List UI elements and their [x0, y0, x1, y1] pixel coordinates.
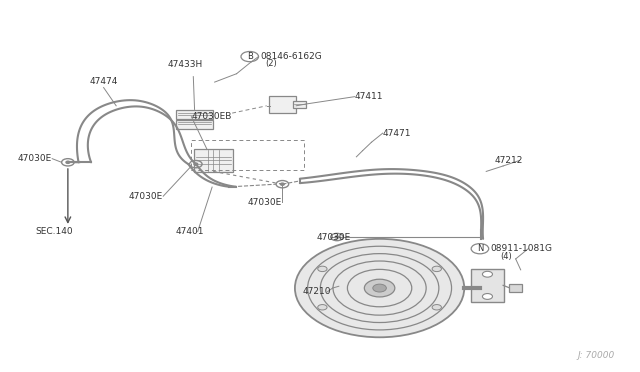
FancyBboxPatch shape [470, 269, 504, 302]
Circle shape [432, 266, 442, 272]
Circle shape [194, 163, 198, 165]
Circle shape [432, 305, 442, 310]
Circle shape [280, 183, 284, 185]
FancyBboxPatch shape [269, 96, 296, 113]
Text: (4): (4) [500, 252, 512, 261]
Circle shape [364, 279, 395, 297]
Circle shape [317, 305, 327, 310]
FancyBboxPatch shape [293, 101, 305, 108]
Text: 47030E: 47030E [317, 232, 351, 241]
Circle shape [483, 294, 493, 299]
Circle shape [335, 236, 339, 238]
FancyBboxPatch shape [194, 149, 233, 172]
Text: 47030E: 47030E [18, 154, 52, 163]
Circle shape [66, 161, 70, 163]
FancyBboxPatch shape [177, 110, 212, 119]
Text: N: N [477, 244, 483, 253]
Text: 47212: 47212 [494, 156, 523, 165]
Circle shape [295, 239, 464, 337]
Text: (2): (2) [266, 60, 277, 68]
Text: 47210: 47210 [303, 287, 331, 296]
Text: 08146-6162G: 08146-6162G [260, 52, 322, 61]
FancyBboxPatch shape [177, 120, 212, 129]
Text: 47433H: 47433H [168, 60, 203, 69]
Text: J: 70000: J: 70000 [577, 351, 615, 360]
Text: B: B [247, 52, 253, 61]
Text: 47471: 47471 [383, 129, 412, 138]
Text: 47030E: 47030E [248, 198, 282, 207]
Text: 47411: 47411 [355, 92, 383, 101]
Text: 47401: 47401 [176, 227, 204, 236]
Text: 47030EB: 47030EB [191, 112, 232, 121]
FancyBboxPatch shape [509, 285, 522, 292]
Circle shape [483, 271, 493, 277]
Circle shape [317, 266, 327, 272]
Text: SEC.140: SEC.140 [35, 227, 73, 236]
Text: 47030E: 47030E [129, 192, 163, 201]
Text: 47474: 47474 [90, 77, 118, 86]
Circle shape [373, 284, 387, 292]
Text: 08911-1081G: 08911-1081G [491, 244, 552, 253]
